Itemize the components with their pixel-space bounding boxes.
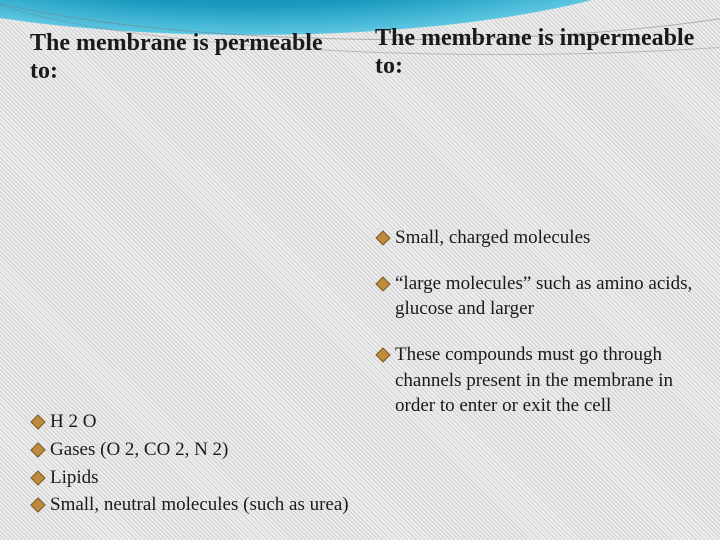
diamond-icon: [30, 414, 46, 430]
left-column: The membrane is permeable to: H 2 O Gase…: [30, 30, 365, 520]
diamond-icon: [30, 442, 46, 458]
diamond-icon: [375, 347, 391, 363]
list-item: H 2 O: [30, 409, 350, 435]
diamond-icon: [375, 276, 391, 292]
diamond-icon: [30, 497, 46, 513]
list-item: “large molecules” such as amino acids, g…: [375, 271, 695, 322]
list-item: Lipids: [30, 465, 350, 491]
bullet-text: “large molecules” such as amino acids, g…: [395, 271, 695, 322]
slide-content: The membrane is permeable to: H 2 O Gase…: [0, 0, 720, 540]
right-column: The membrane is impermeable to: Small, c…: [365, 30, 695, 520]
list-item: These compounds must go through channels…: [375, 342, 695, 419]
right-heading: The membrane is impermeable to:: [375, 25, 695, 80]
bullet-text: Gases (O 2, CO 2, N 2): [50, 437, 350, 463]
bullet-text: Small, charged molecules: [395, 225, 695, 251]
list-item: Small, charged molecules: [375, 225, 695, 251]
diamond-icon: [375, 230, 391, 246]
bullet-text: H 2 O: [50, 409, 350, 435]
right-bullet-list: Small, charged molecules “large molecule…: [375, 225, 695, 423]
bullet-text: These compounds must go through channels…: [395, 342, 695, 419]
bullet-text: Lipids: [50, 465, 350, 491]
bullet-text: Small, neutral molecules (such as urea): [50, 492, 350, 518]
list-item: Small, neutral molecules (such as urea): [30, 492, 350, 518]
list-item: Gases (O 2, CO 2, N 2): [30, 437, 350, 463]
diamond-icon: [30, 470, 46, 486]
left-heading: The membrane is permeable to:: [30, 30, 350, 85]
left-bullet-list: H 2 O Gases (O 2, CO 2, N 2) Lipids Smal…: [30, 409, 350, 520]
